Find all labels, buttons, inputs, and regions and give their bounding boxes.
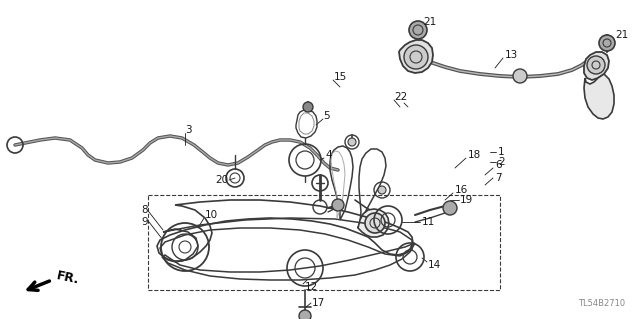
Circle shape — [299, 310, 311, 319]
Text: 13: 13 — [505, 50, 518, 60]
Circle shape — [303, 102, 313, 112]
Circle shape — [599, 35, 615, 51]
Circle shape — [587, 56, 605, 74]
Polygon shape — [399, 40, 433, 73]
Text: 22: 22 — [394, 92, 407, 102]
Text: 5: 5 — [323, 111, 330, 121]
Circle shape — [348, 138, 356, 146]
Text: 16: 16 — [455, 185, 468, 195]
Text: FR.: FR. — [55, 269, 81, 287]
Bar — [148, 195, 500, 290]
Text: 4: 4 — [325, 150, 332, 160]
Circle shape — [513, 69, 527, 83]
Text: TL54B2710: TL54B2710 — [578, 299, 625, 308]
Text: 17: 17 — [312, 298, 325, 308]
Polygon shape — [358, 209, 389, 237]
Circle shape — [404, 45, 428, 69]
Text: 3: 3 — [185, 125, 191, 135]
Text: 8: 8 — [141, 205, 148, 215]
Text: 20: 20 — [215, 175, 228, 185]
Text: 10: 10 — [205, 210, 218, 220]
Text: 12: 12 — [305, 282, 318, 292]
Text: 2: 2 — [498, 157, 504, 167]
Circle shape — [443, 201, 457, 215]
Text: 21: 21 — [423, 17, 436, 27]
Text: 7: 7 — [495, 173, 502, 183]
Text: 21: 21 — [615, 30, 628, 40]
Text: 15: 15 — [334, 72, 348, 82]
Circle shape — [409, 21, 427, 39]
Text: 6: 6 — [495, 160, 502, 170]
Text: 9: 9 — [141, 217, 148, 227]
Circle shape — [378, 186, 386, 194]
Text: 14: 14 — [428, 260, 441, 270]
Polygon shape — [584, 52, 609, 80]
Text: 11: 11 — [422, 217, 435, 227]
Polygon shape — [584, 74, 614, 119]
Circle shape — [332, 199, 344, 211]
Text: 1: 1 — [498, 147, 504, 157]
Text: 18: 18 — [468, 150, 481, 160]
Circle shape — [365, 213, 385, 233]
Text: 19: 19 — [460, 195, 473, 205]
